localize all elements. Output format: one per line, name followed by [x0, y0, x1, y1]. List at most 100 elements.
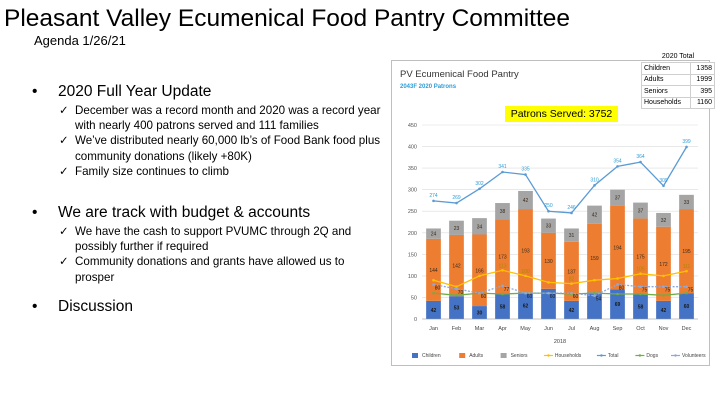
line-label-households: 113: [499, 263, 507, 269]
bar-label-adults: 173: [498, 255, 507, 261]
bar-children: [518, 292, 533, 319]
bar-label-children: 42: [569, 308, 575, 314]
bar-label-adults: 144: [429, 268, 438, 274]
slide-title: Pleasant Valley Ecumenical Food Pantry C…: [4, 5, 571, 32]
point-volunteers: [524, 291, 527, 295]
line-label-volunteers: 60: [573, 294, 579, 300]
bar-seniors: [449, 220, 464, 235]
stats-value: 395: [689, 85, 716, 98]
y-tick-label: 300: [408, 188, 417, 194]
legend-label-children: Children: [422, 353, 441, 359]
legend-swatch-children: [412, 353, 418, 358]
point-dogs: [639, 292, 642, 296]
bar-seniors: [679, 194, 694, 210]
bar-label-seniors: 23: [454, 226, 460, 232]
line-label-total: 246: [567, 205, 576, 211]
bullet-text: 2020 Full Year Update: [58, 83, 212, 100]
point-households: [593, 278, 596, 282]
bar-adults: [610, 205, 625, 290]
x-tick-label: Jun: [544, 326, 553, 332]
stats-row: Households 1160: [641, 96, 716, 109]
stats-caption: 2020 Total: [661, 53, 695, 60]
sub-bullet: ✓ We’ve distributed nearly 60,000 lb’s of…: [32, 133, 384, 163]
line-households: [433, 269, 687, 288]
slide-subtitle: Agenda 1/26/21: [34, 33, 126, 48]
point-total: [455, 201, 458, 205]
bar-label-children: 58: [500, 304, 506, 310]
bar-label-adults: 195: [682, 249, 691, 255]
bar-adults: [518, 209, 533, 293]
bar-seniors: [564, 228, 579, 242]
bullet-text: We are track with budget & accounts: [58, 204, 311, 222]
bar-seniors: [495, 203, 510, 220]
bar-children: [656, 300, 671, 319]
point-volunteers: [455, 287, 458, 291]
sub-bullet: ✓ December was a record month and 2020 wa…: [32, 103, 384, 133]
bar-adults: [656, 226, 671, 301]
bar-label-seniors: 32: [661, 218, 667, 224]
bullet-budget: • We are track with budget & accounts: [32, 203, 384, 222]
line-label-total: 274: [429, 193, 438, 199]
line-label-volunteers: 80: [435, 286, 441, 292]
point-households: [570, 282, 573, 285]
bar-label-seniors: 37: [638, 209, 644, 215]
bar-seniors: [426, 228, 441, 239]
bar-seniors: [472, 218, 487, 235]
bar-label-children: 53: [454, 306, 460, 312]
line-volunteers: [433, 283, 687, 297]
bar-children: [679, 293, 694, 319]
stats-label: Adults: [641, 73, 691, 86]
bar-children: [633, 293, 648, 319]
bar-label-seniors: 34: [477, 224, 483, 230]
bullet-dot-icon: •: [32, 204, 38, 222]
point-households: [524, 274, 527, 278]
legend-swatch-adults: [459, 353, 466, 358]
y-tick-label: 450: [408, 123, 417, 129]
bar-seniors: [656, 212, 671, 227]
bullet-full-year-update: • 2020 Full Year Update: [32, 82, 384, 101]
bar-label-seniors: 33: [546, 224, 552, 230]
x-tick-label: Dec: [682, 326, 692, 332]
bar-adults: [587, 223, 602, 293]
x-tick-label: Feb: [452, 326, 461, 332]
line-label-volunteers: 54: [596, 297, 602, 303]
point-households: [547, 281, 550, 284]
line-label-households: 105: [636, 267, 645, 273]
bar-label-adults: 159: [590, 256, 599, 262]
sub-bullet-text: December was a record month and 2020 was…: [75, 104, 381, 133]
bar-label-adults: 130: [544, 259, 553, 265]
x-tick-label: Nov: [659, 326, 669, 332]
checkmark-icon: ✓: [59, 164, 69, 178]
line-label-volunteers: 75: [642, 288, 648, 294]
stats-value: 1160: [689, 96, 716, 109]
line-label-volunteers: 75: [665, 288, 671, 294]
point-total: [685, 145, 688, 149]
legend-marker-volunteers: [674, 354, 677, 357]
x-tick-label: Jan: [429, 326, 438, 332]
bar-children: [564, 300, 579, 319]
point-total: [501, 170, 504, 174]
bar-seniors: [518, 190, 533, 210]
bar-seniors: [633, 202, 648, 219]
point-households: [432, 278, 435, 282]
line-label-volunteers: 80: [619, 286, 625, 292]
bar-label-adults: 137: [567, 269, 576, 275]
legend-label-total: Total: [608, 353, 619, 359]
stats-table: 2020 Total Children 1358 Adults 1999 Senio…: [641, 52, 716, 109]
bar-adults: [495, 219, 510, 294]
bar-label-seniors: 42: [592, 213, 598, 219]
line-label-total: 309: [659, 178, 668, 184]
bar-label-children: 30: [477, 311, 483, 317]
bar-label-adults: 172: [659, 262, 668, 268]
point-volunteers: [478, 291, 481, 295]
sub-bullet: ✓ Family size continues to climb: [32, 164, 384, 179]
x-tick-label: Oct: [636, 326, 645, 332]
point-total: [662, 184, 665, 188]
legend-label-adults: Adults: [469, 353, 483, 359]
x-tick-label: May: [520, 326, 531, 332]
point-total: [570, 211, 573, 215]
line-label-households: 82: [569, 277, 575, 283]
checkmark-icon: ✓: [59, 104, 69, 117]
point-total: [524, 173, 527, 176]
x-tick-label: Mar: [475, 326, 485, 332]
